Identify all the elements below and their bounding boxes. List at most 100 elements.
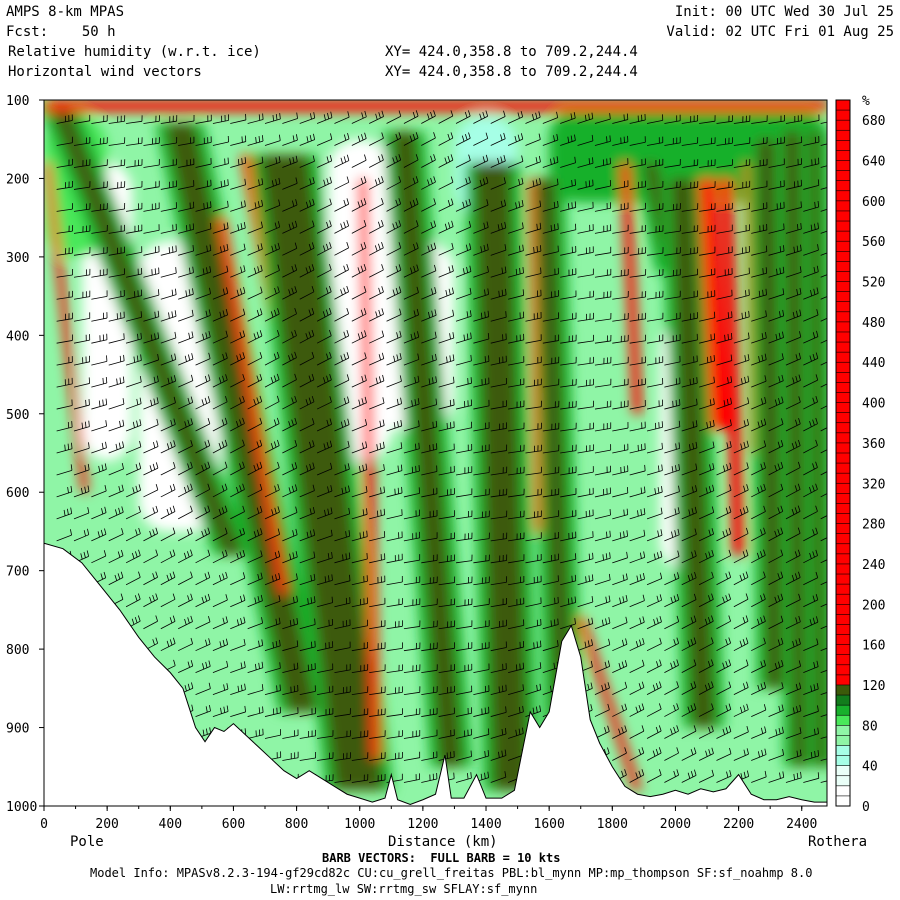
barb-flag bbox=[306, 531, 309, 538]
barb-shaft bbox=[369, 514, 385, 520]
barb-flag bbox=[329, 198, 332, 205]
wind-barb bbox=[299, 155, 315, 168]
barb-shaft bbox=[125, 338, 142, 344]
barb-flag bbox=[207, 505, 211, 512]
wind-barb bbox=[351, 774, 369, 783]
barb-flag bbox=[277, 506, 280, 513]
barb-flag bbox=[340, 355, 343, 362]
barb-flag bbox=[309, 463, 312, 470]
barb-shaft bbox=[282, 757, 299, 761]
barb-flag bbox=[225, 549, 228, 556]
wind-barb bbox=[212, 244, 229, 256]
wind-barb bbox=[178, 593, 193, 608]
barb-flag bbox=[329, 154, 333, 161]
barb-flag bbox=[361, 134, 364, 141]
wind-barb bbox=[334, 574, 351, 586]
barb-flag bbox=[137, 593, 141, 600]
barb-shaft bbox=[386, 336, 402, 344]
barb-flag bbox=[277, 242, 280, 249]
barb-flag bbox=[273, 419, 277, 426]
barb-shaft bbox=[178, 665, 193, 674]
wind-barb bbox=[195, 158, 212, 168]
barb-shaft bbox=[160, 445, 176, 454]
barb-shaft bbox=[125, 403, 142, 410]
wind-barb bbox=[316, 307, 332, 322]
barb-flag bbox=[224, 505, 228, 512]
barb-flag bbox=[326, 178, 329, 185]
barb-flag bbox=[97, 531, 100, 538]
barb-shaft bbox=[143, 511, 158, 520]
barb-flag bbox=[296, 595, 298, 602]
barb-shaft bbox=[334, 757, 351, 761]
wind-barb bbox=[143, 527, 159, 542]
barb-shaft bbox=[316, 468, 332, 476]
barb-shaft bbox=[351, 536, 368, 542]
barb-shaft bbox=[178, 599, 193, 608]
barb-shaft bbox=[369, 116, 384, 124]
wind-barb bbox=[160, 267, 177, 278]
wind-barb bbox=[264, 706, 281, 717]
barb-shaft bbox=[212, 599, 228, 608]
barb-flag bbox=[343, 265, 346, 272]
barb-shaft bbox=[299, 512, 315, 520]
barb-flag bbox=[376, 510, 379, 517]
wind-barb bbox=[282, 307, 297, 322]
wind-barb bbox=[73, 420, 90, 432]
barb-flag bbox=[278, 199, 281, 206]
wind-barb bbox=[56, 399, 73, 410]
wind-barb bbox=[299, 729, 316, 739]
barb-shaft bbox=[178, 293, 194, 300]
barb-flag bbox=[119, 377, 122, 384]
barb-flag bbox=[154, 311, 156, 318]
barb-shaft bbox=[195, 688, 211, 695]
barb-flag bbox=[170, 376, 173, 383]
barb-flag bbox=[329, 242, 332, 249]
barb-flag bbox=[311, 285, 315, 292]
barb-shaft bbox=[299, 269, 315, 278]
barb-flag bbox=[135, 529, 138, 536]
wind-barb bbox=[143, 505, 159, 520]
barb-flag bbox=[157, 332, 160, 339]
barb-shaft bbox=[195, 710, 211, 717]
barb-shaft bbox=[160, 576, 176, 586]
barb-shaft bbox=[56, 448, 73, 454]
wind-barb bbox=[264, 572, 281, 586]
barb-shaft bbox=[108, 490, 124, 498]
barb-shaft bbox=[282, 226, 298, 234]
barb-shaft bbox=[143, 489, 159, 498]
barb-flag bbox=[210, 201, 212, 208]
barb-shaft bbox=[369, 247, 384, 256]
barb-shaft bbox=[299, 624, 316, 630]
barb-shaft bbox=[126, 251, 142, 256]
barb-flag bbox=[609, 530, 611, 537]
wind-barb bbox=[143, 289, 160, 300]
barb-shaft bbox=[316, 579, 333, 586]
wind-barb bbox=[386, 110, 402, 124]
wind-barb bbox=[247, 156, 264, 168]
wind-barb bbox=[282, 155, 298, 168]
barb-flag bbox=[358, 465, 361, 473]
barb-shaft bbox=[334, 203, 349, 212]
wind-barb bbox=[195, 527, 211, 542]
wind-barb bbox=[212, 660, 229, 674]
barb-flag bbox=[239, 485, 242, 492]
barb-flag bbox=[71, 442, 73, 449]
wind-barb bbox=[230, 550, 246, 564]
barb-flag bbox=[100, 573, 103, 580]
wind-barb bbox=[230, 594, 246, 608]
wind-barb bbox=[334, 619, 351, 630]
barb-flag bbox=[329, 351, 332, 358]
barb-flag bbox=[261, 178, 264, 185]
wind-barb bbox=[195, 660, 211, 674]
barb-shaft bbox=[264, 183, 281, 190]
barb-flag bbox=[557, 223, 559, 230]
wind-barb bbox=[247, 483, 263, 498]
barb-shaft bbox=[316, 490, 333, 498]
wind-barb bbox=[212, 222, 229, 234]
barb-shaft bbox=[91, 120, 108, 124]
wind-barb bbox=[230, 461, 245, 476]
barb-shaft bbox=[230, 711, 246, 717]
wind-barb bbox=[316, 154, 333, 168]
barb-shaft bbox=[91, 382, 107, 388]
barb-shaft bbox=[108, 511, 124, 520]
